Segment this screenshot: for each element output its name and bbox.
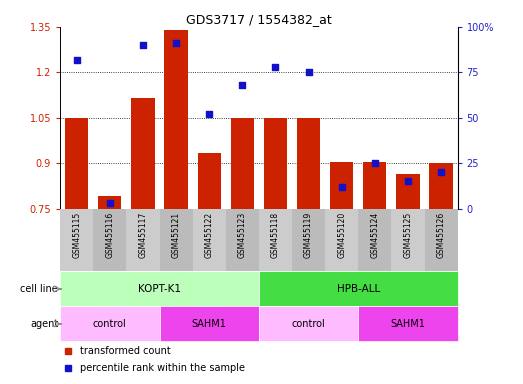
- Bar: [325, 209, 358, 271]
- Bar: [259, 306, 358, 341]
- Text: percentile rank within the sample: percentile rank within the sample: [80, 362, 245, 372]
- Bar: [425, 209, 458, 271]
- Point: [238, 82, 246, 88]
- Text: control: control: [93, 319, 127, 329]
- Point: [139, 42, 147, 48]
- Point: [73, 56, 81, 63]
- Text: GSM455119: GSM455119: [304, 212, 313, 258]
- Text: SAHM1: SAHM1: [192, 319, 226, 329]
- Point: [205, 111, 213, 117]
- Bar: [60, 271, 259, 306]
- Point: [271, 64, 280, 70]
- Bar: [60, 209, 93, 271]
- Bar: [226, 209, 259, 271]
- Bar: [363, 162, 386, 209]
- Point: [371, 160, 379, 166]
- Bar: [292, 209, 325, 271]
- Bar: [198, 152, 221, 209]
- Bar: [429, 163, 453, 209]
- Bar: [127, 209, 160, 271]
- Title: GDS3717 / 1554382_at: GDS3717 / 1554382_at: [186, 13, 332, 26]
- Text: control: control: [292, 319, 325, 329]
- Bar: [164, 30, 188, 209]
- Bar: [65, 118, 88, 209]
- Bar: [60, 306, 160, 341]
- Bar: [192, 209, 226, 271]
- Bar: [93, 209, 127, 271]
- Text: GSM455116: GSM455116: [105, 212, 115, 258]
- Text: GSM455122: GSM455122: [204, 212, 214, 258]
- Text: GSM455124: GSM455124: [370, 212, 379, 258]
- Text: GSM455126: GSM455126: [437, 212, 446, 258]
- Bar: [297, 118, 320, 209]
- Text: agent: agent: [30, 319, 58, 329]
- Text: KOPT-K1: KOPT-K1: [138, 284, 181, 294]
- Text: GSM455125: GSM455125: [403, 212, 413, 258]
- Point: [172, 40, 180, 46]
- Text: transformed count: transformed count: [80, 346, 171, 356]
- Bar: [160, 306, 259, 341]
- Point: [106, 200, 114, 206]
- Point: [437, 169, 445, 175]
- Text: GSM455115: GSM455115: [72, 212, 81, 258]
- Text: GSM455117: GSM455117: [139, 212, 147, 258]
- Bar: [98, 197, 121, 209]
- Text: GSM455120: GSM455120: [337, 212, 346, 258]
- Text: GSM455123: GSM455123: [238, 212, 247, 258]
- Text: cell line: cell line: [20, 284, 58, 294]
- Point: [404, 178, 412, 184]
- Bar: [231, 118, 254, 209]
- Bar: [264, 118, 287, 209]
- Bar: [391, 209, 425, 271]
- Bar: [358, 306, 458, 341]
- Bar: [396, 174, 419, 209]
- Text: SAHM1: SAHM1: [391, 319, 425, 329]
- Text: HPB-ALL: HPB-ALL: [337, 284, 380, 294]
- Bar: [160, 209, 192, 271]
- Point: [337, 184, 346, 190]
- Bar: [259, 209, 292, 271]
- Bar: [330, 162, 354, 209]
- Bar: [358, 209, 391, 271]
- Bar: [259, 271, 458, 306]
- Text: GSM455118: GSM455118: [271, 212, 280, 258]
- Point: [304, 69, 313, 75]
- Text: GSM455121: GSM455121: [172, 212, 180, 258]
- Bar: [131, 98, 155, 209]
